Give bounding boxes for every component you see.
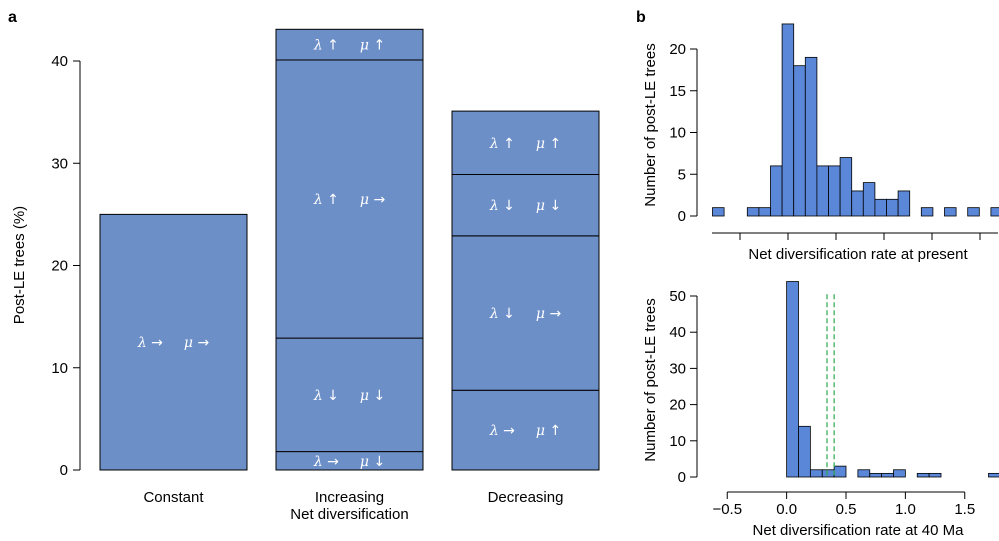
category-label: Net diversification: [290, 506, 408, 523]
y-tick-label: 10: [669, 433, 686, 450]
segment-label: λ ↑ μ ↑: [313, 38, 385, 54]
histogram-bar: [869, 472, 883, 478]
histogram-bar: [821, 469, 835, 478]
y-tick-label: 0: [678, 208, 686, 225]
histogram-bar: [839, 157, 853, 217]
panel-b-bottom-axes: 0 10 20 30 40 50 −0.5 0.0 0.5 1.0 1.5: [669, 288, 975, 518]
bar-segment: [275, 59, 424, 339]
segment-label: λ ↑ μ →: [313, 192, 386, 208]
histogram-bar: [988, 472, 999, 478]
y-tick-label: 40: [51, 53, 68, 70]
bar-segment: [451, 389, 600, 471]
bar-segment: [451, 110, 600, 175]
histogram-bar: [990, 207, 999, 217]
panel-a-y-axis-title: Post-LE trees (%): [11, 206, 28, 324]
category-label: Constant: [143, 489, 204, 506]
histogram-bar: [816, 165, 829, 217]
x-tick-label: 0.5: [836, 501, 857, 518]
panel-b-histogram-40ma: 0 10 20 30 40 50 −0.5 0.0 0.5 1.0 1.5 Number of po…: [642, 281, 999, 539]
panel-a-y-axis: 0 10 20 30 40: [51, 53, 81, 479]
histogram-bar: [746, 207, 760, 217]
histogram-bar: [920, 207, 934, 217]
y-tick-label: 40: [669, 324, 686, 341]
histogram-bar: [786, 281, 799, 478]
panel-b-bottom-y-axis-title: Number of post-LE trees: [642, 298, 659, 461]
histogram-bar: [798, 425, 811, 478]
category-label: Increasing: [315, 489, 384, 506]
bar-segment: [451, 235, 600, 391]
histogram-bar: [770, 165, 783, 217]
y-tick-label: 30: [51, 155, 68, 172]
panel-b-top-bars: [712, 23, 999, 217]
histogram-bar: [809, 469, 823, 478]
histogram-bar: [886, 198, 899, 217]
segment-label: λ ↑ μ ↑: [489, 136, 561, 152]
histogram-bar: [881, 472, 894, 478]
histogram-bar: [874, 198, 887, 217]
y-tick-label: 30: [669, 360, 686, 377]
category-label: Decreasing: [488, 489, 564, 506]
x-tick-label: 1.5: [954, 501, 975, 518]
y-tick-label: 20: [669, 41, 686, 58]
bar-segment: [451, 173, 600, 237]
segment-label: λ → μ →: [137, 335, 210, 351]
segment-label: λ ↓ μ →: [489, 306, 562, 322]
y-tick-label: 10: [669, 125, 686, 142]
histogram-bar: [781, 23, 795, 217]
x-tick-label: −0.5: [712, 501, 742, 518]
y-tick-label: 10: [51, 360, 68, 377]
histogram-bar: [857, 469, 871, 478]
y-tick-label: 15: [669, 83, 686, 100]
bar-segment: [99, 213, 248, 471]
panel-b-top-y-axis-title: Number of post-LE trees: [642, 43, 659, 206]
panel-b-bottom-reference-lines: [826, 294, 835, 477]
bar-segment: [275, 28, 424, 61]
y-tick-label: 20: [51, 258, 68, 275]
panel-b-top-axes: 0 5 10 15 20: [669, 41, 998, 240]
x-tick-label: 0.0: [776, 501, 797, 518]
histogram-bar: [944, 207, 957, 217]
histogram-bar: [893, 469, 906, 478]
y-tick-label: 5: [678, 166, 686, 183]
histogram-bar: [712, 207, 725, 217]
panel-label-a: a: [8, 9, 17, 26]
y-tick-label: 50: [669, 288, 686, 305]
panel-a-stacked-bar-chart: a λ → μ →λ → μ ↓λ ↓ μ ↓λ ↑ μ →λ ↑ μ ↑λ →…: [8, 9, 600, 523]
y-tick-label: 0: [60, 462, 68, 479]
panel-b-top-x-axis-title: Net diversification rate at present: [748, 246, 968, 263]
histogram-bar: [851, 190, 864, 217]
histogram-bar: [967, 207, 980, 217]
segment-label: λ → μ ↑: [489, 423, 561, 439]
x-tick-label: 1.0: [895, 501, 916, 518]
histogram-bar: [928, 472, 942, 478]
histogram-bar: [916, 472, 930, 478]
histogram-bar: [833, 465, 847, 478]
segment-label: λ ↓ μ ↓: [489, 198, 561, 214]
panel-a-bars: λ → μ → λ → μ ↓ λ ↓ μ ↓ λ ↑ μ → λ ↑ μ ↑ λ → μ…: [99, 28, 600, 471]
histogram-bar: [758, 207, 771, 217]
histogram-bar: [862, 182, 876, 217]
histogram-bar: [828, 165, 841, 217]
y-tick-label: 0: [678, 469, 686, 486]
histogram-bar: [793, 65, 806, 217]
segment-label: λ → μ ↓: [313, 454, 385, 470]
y-tick-label: 20: [669, 397, 686, 414]
panel-label-b: b: [636, 9, 646, 26]
histogram-bar: [804, 56, 818, 217]
panel-b-histogram-present: b 0 5 10 15 20 Number of post-LE trees Net d…: [636, 9, 999, 263]
histogram-bar: [897, 190, 911, 217]
panel-b-bottom-x-axis-title: Net diversification rate at 40 Ma: [753, 522, 965, 539]
panel-b-bottom-bars: [786, 281, 999, 478]
segment-label: λ ↓ μ ↓: [313, 388, 385, 404]
